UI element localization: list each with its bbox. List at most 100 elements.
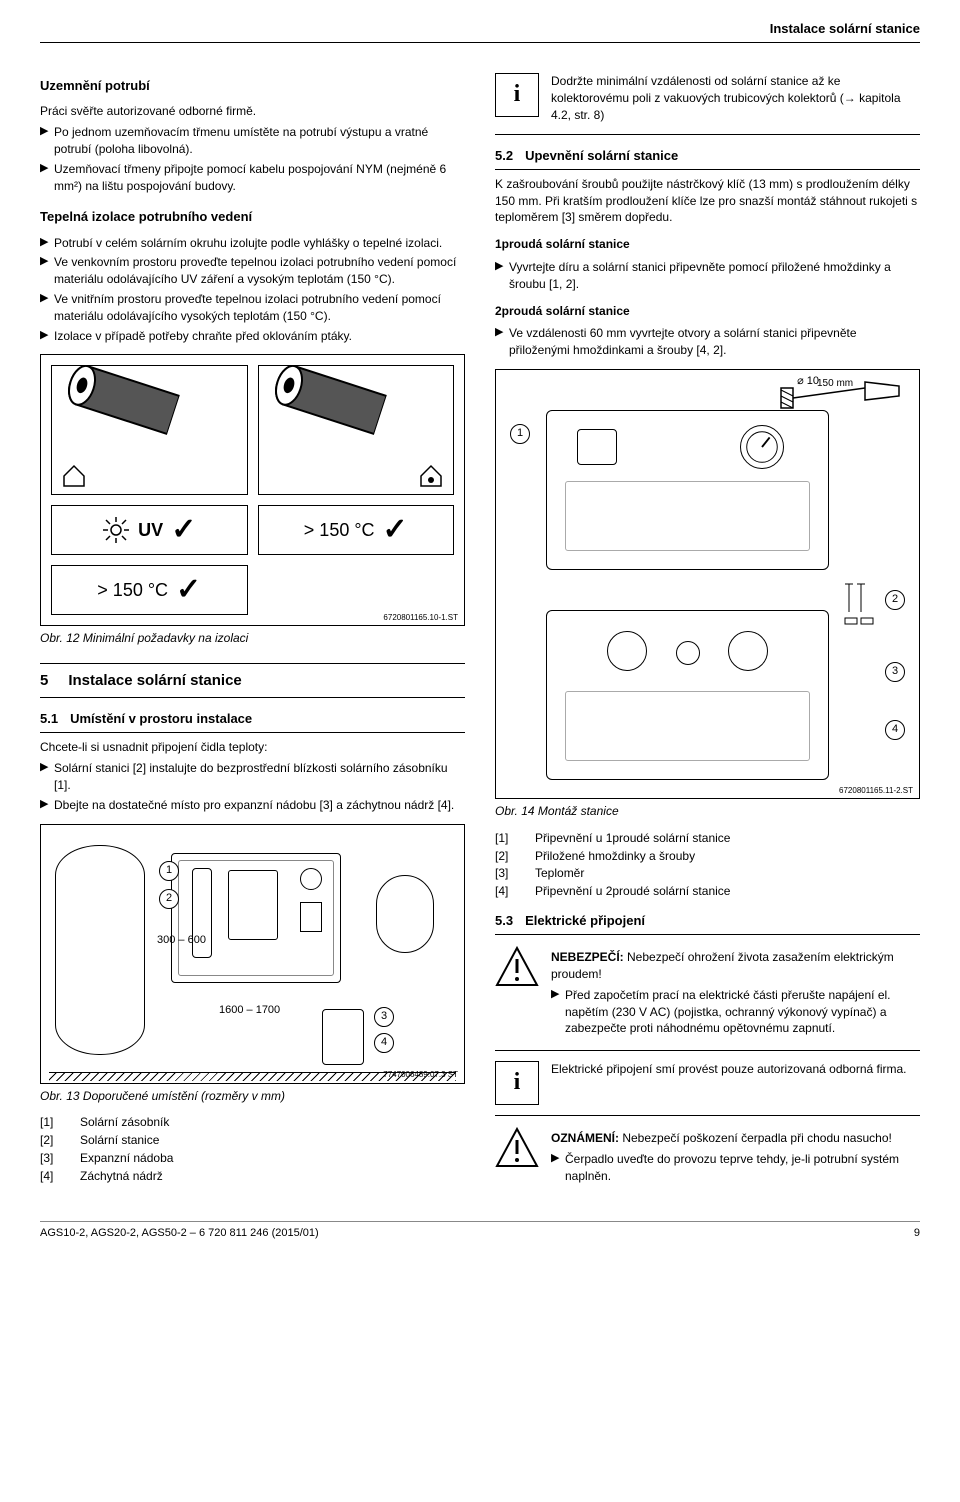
heading-2prouda: 2proudá solární stanice [495,303,920,320]
legend-value: Připevnění u 1proudé solární stanice [535,830,730,847]
legend-value: Záchytná nádrž [80,1168,163,1185]
legend-key: [3] [40,1150,70,1167]
bullet-text: Před započetím prací na elektrické části… [565,987,920,1037]
page-header: Instalace solární stanice [40,20,920,43]
section-title: Instalace solární stanice [68,672,241,689]
legend-key: [1] [495,830,525,847]
bullet: ▶Izolace v případě potřeby chraňte před … [40,328,465,345]
right-column: i Dodržte minimální vzdálenosti od solár… [495,63,920,1197]
outdoor-pipe-panel [51,365,248,495]
dim-horizontal: 300 – 600 [157,933,206,948]
callout-1: 1 [510,424,530,444]
bullet: ▶Potrubí v celém solárním okruhu izolujt… [40,235,465,252]
legend-value: Solární zásobník [80,1114,169,1131]
bullet: ▶Vyvrtejte díru a solární stanici připev… [495,259,920,293]
bullet: ▶Ve vnitřním prostoru proveďte tepelnou … [40,291,465,325]
info-distances: i Dodržte minimální vzdálenosti od solár… [495,73,920,134]
main-columns: Uzemnění potrubí Práci svěřte autorizova… [40,63,920,1197]
danger-text: NEBEZPEČÍ: Nebezpečí ohrožení života zas… [551,945,920,1040]
bullet: ▶Čerpadlo uveďte do provozu teprve tehdy… [551,1151,920,1185]
uzemneni-intro: Práci svěřte autorizované odborné firmě. [40,103,465,120]
check-icon: ✓ [383,515,408,545]
section-5-heading: 5 Instalace solární stanice [40,663,465,698]
bullet-text: Solární stanici [2] instalujte do bezpro… [54,760,465,794]
indoor-pipe-panel [258,365,455,495]
temp-text: > 150 °C [97,578,168,603]
callout-3: 3 [374,1007,394,1027]
solar-tank [55,845,145,1055]
dual-flow-station [546,610,829,780]
legend-value: Teploměr [535,865,584,882]
info-icon: i [495,1061,539,1105]
check-icon: ✓ [176,575,201,605]
figure-13-legend: [1]Solární zásobník [2]Solární stanice [… [40,1114,465,1184]
subsection-number: 5.3 [495,913,513,928]
notice-box: OZNÁMENÍ: Nebezpečí poškození čerpadla p… [495,1126,920,1187]
legend-key: [2] [495,848,525,865]
info-text: Elektrické připojení smí provést pouze a… [551,1061,920,1078]
footer-pagenum: 9 [914,1226,920,1241]
bullet-text: Izolace v případě potřeby chraňte před o… [54,328,465,345]
bullet: ▶Po jednom uzemňovacím třmenu umístěte n… [40,124,465,158]
info-electrical: i Elektrické připojení smí provést pouze… [495,1061,920,1116]
uv-label-panel: UV ✓ [51,505,248,555]
notice-lead: OZNÁMENÍ: [551,1131,622,1145]
page-footer: AGS10-2, AGS20-2, AGS50-2 – 6 720 811 24… [40,1221,920,1241]
bullet-text: Uzemňovací třmeny připojte pomocí kabelu… [54,161,465,195]
expansion-vessel [376,875,434,953]
heading-uzemneni: Uzemnění potrubí [40,77,465,95]
bullet: ▶Uzemňovací třmeny připojte pomocí kabel… [40,161,465,195]
callout-2: 2 [159,889,179,909]
figure-14-legend: [1]Připevnění u 1proudé solární stanice … [495,830,920,900]
left-column: Uzemnění potrubí Práci svěřte autorizova… [40,63,465,1197]
bullet-text: Ve vzdálenosti 60 mm vyvrtejte otvory a … [509,325,920,359]
bullet: ▶Před započetím prací na elektrické část… [551,987,920,1037]
bullet: ▶Ve venkovním prostoru proveďte tepelnou… [40,254,465,288]
callout-2: 2 [885,590,905,610]
bullet-text: Čerpadlo uveďte do provozu teprve tehdy,… [565,1151,920,1185]
bullet: ▶Solární stanici [2] instalujte do bezpr… [40,760,465,794]
subsection-title: Umístění v prostoru instalace [70,711,252,726]
bullet-text: Potrubí v celém solárním okruhu izolujte… [54,235,465,252]
subsection-title: Elektrické připojení [525,913,645,928]
solar-station [171,853,341,983]
legend-key: [1] [40,1114,70,1131]
indoor-house-icon [419,464,443,488]
figure-13-caption: Obr. 13 Doporučené umístění (rozměry v m… [40,1088,465,1105]
subsection-number: 5.1 [40,711,58,726]
bullet: ▶Dbejte na dostatečné místo pro expanzní… [40,797,465,814]
bullet-text: Ve vnitřním prostoru proveďte tepelnou i… [54,291,465,325]
heading-1prouda: 1proudá solární stanice [495,236,920,253]
sun-icon [102,516,130,544]
bullet: ▶Ve vzdálenosti 60 mm vyvrtejte otvory a… [495,325,920,359]
section-number: 5 [40,672,48,689]
callout-4: 4 [885,720,905,740]
bullet-text: Vyvrtejte díru a solární stanici připevn… [509,259,920,293]
callout-4: 4 [374,1033,394,1053]
check-icon: ✓ [171,515,196,545]
dim-vertical: 1600 – 1700 [219,1003,280,1018]
info-icon: i [495,73,539,117]
warning-icon [495,1126,539,1170]
legend-key: [4] [40,1168,70,1185]
figure-13-diagram: 1 2 3 4 300 – 600 1600 – 1700 7747006489… [40,824,465,1084]
notice-text: OZNÁMENÍ: Nebezpečí poškození čerpadla p… [551,1126,920,1187]
figure-id: 6720801165.10-1.ST [383,612,458,623]
bullet-text: Po jednom uzemňovacím třmenu umístěte na… [54,124,465,158]
catch-tank [322,1009,364,1065]
center-fitting [676,641,700,665]
subsection-title: Upevnění solární stanice [525,148,678,163]
legend-key: [3] [495,865,525,882]
sec5-2-intro: K zašroubování šroubů použijte nástrčkov… [495,176,920,226]
dim-length: 150 mm [817,378,853,389]
single-flow-station [546,410,829,570]
gauge-icon [740,425,784,469]
gauge-icon [728,631,768,671]
info-text: Dodržte minimální vzdálenosti od solární… [551,73,920,123]
legend-key: [4] [495,883,525,900]
figure-14-caption: Obr. 14 Montáž stanice [495,803,920,820]
subsection-5-2: 5.2Upevnění solární stanice [495,147,920,170]
temp-label-panel-2: > 150 °C ✓ [51,565,248,615]
outdoor-house-icon [62,464,86,488]
subsection-5-3: 5.3 Elektrické připojení [495,912,920,935]
